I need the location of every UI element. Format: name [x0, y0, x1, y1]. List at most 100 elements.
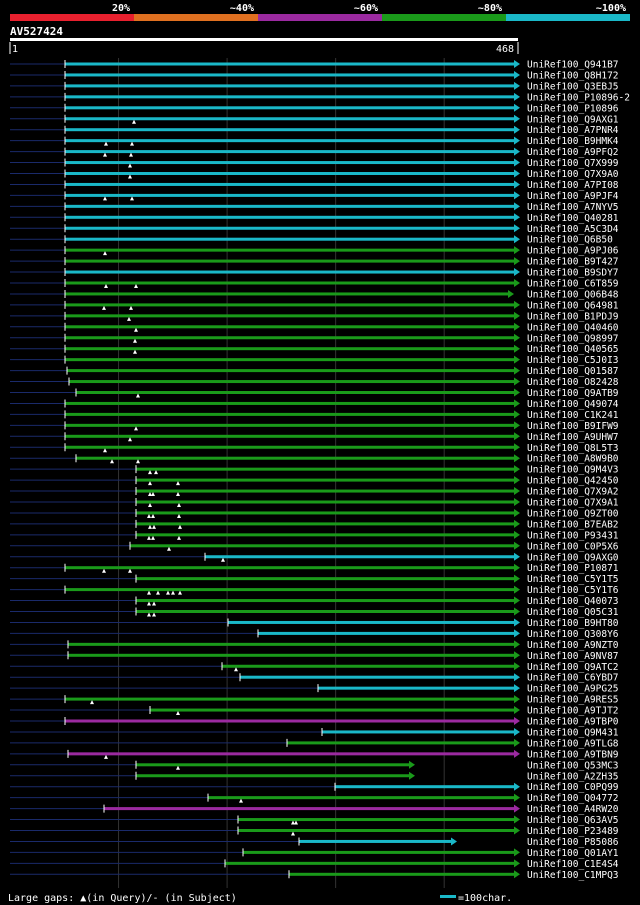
- hit-label[interactable]: UniRef100_Q40460: [527, 322, 619, 333]
- hit-label[interactable]: UniRef100_A9PJ06: [527, 246, 619, 257]
- hit-label[interactable]: UniRef100_Q06B48: [527, 289, 619, 300]
- hit-row[interactable]: UniRef100_A9TJT2: [10, 706, 619, 717]
- hit-label[interactable]: UniRef100_Q7X9A1: [527, 498, 619, 509]
- hit-row[interactable]: UniRef100_B9T427: [10, 257, 619, 268]
- hit-row[interactable]: UniRef100_A5C3D4: [10, 224, 619, 235]
- hit-row[interactable]: UniRef100_A9NZT0: [10, 640, 619, 651]
- hit-label[interactable]: UniRef100_Q9AXG0: [527, 552, 619, 563]
- hit-label[interactable]: UniRef100_Q40073: [527, 596, 619, 607]
- hit-label[interactable]: UniRef100_A7NYV5: [527, 202, 619, 213]
- hit-row[interactable]: UniRef100_Q9M4V3: [10, 465, 619, 476]
- hit-label[interactable]: UniRef100_P10896: [527, 103, 619, 114]
- hit-label[interactable]: UniRef100_Q40281: [527, 213, 619, 224]
- hit-row[interactable]: UniRef100_A7NYV5: [10, 202, 619, 213]
- hit-row[interactable]: UniRef100_Q01AY1: [10, 848, 619, 859]
- hit-row[interactable]: UniRef100_Q05C31: [10, 607, 619, 618]
- hit-row[interactable]: UniRef100_A9TLG8: [10, 738, 619, 749]
- hit-row[interactable]: UniRef100_Q63AV5: [10, 815, 619, 826]
- hit-row[interactable]: UniRef100_A9RES5: [10, 695, 619, 706]
- hit-label[interactable]: UniRef100_Q7X999: [527, 158, 619, 169]
- hit-row[interactable]: UniRef100_Q7X9A1: [10, 498, 619, 509]
- hit-row[interactable]: UniRef100_A9PFQ2: [10, 147, 619, 158]
- hit-label[interactable]: UniRef100_Q64981: [527, 300, 619, 311]
- hit-row[interactable]: UniRef100_Q941B7: [10, 60, 619, 71]
- hit-label[interactable]: UniRef100_Q04772: [527, 793, 619, 804]
- hit-label[interactable]: UniRef100_Q9ATC2: [527, 662, 619, 673]
- hit-label[interactable]: UniRef100_P93431: [527, 530, 619, 541]
- hit-label[interactable]: UniRef100_A9TJT2: [527, 706, 619, 717]
- hit-row[interactable]: UniRef100_B9HMK4: [10, 136, 619, 147]
- hit-row[interactable]: UniRef100_Q9AXG1: [10, 114, 619, 125]
- hit-label[interactable]: UniRef100_A9NZT0: [527, 640, 619, 651]
- hit-row[interactable]: UniRef100_A9PG25: [10, 684, 619, 695]
- hit-label[interactable]: UniRef100_B9IFW9: [527, 421, 619, 432]
- hit-row[interactable]: UniRef100_A8W9B0: [10, 454, 619, 465]
- hit-label[interactable]: UniRef100_P23489: [527, 826, 619, 837]
- hit-row[interactable]: UniRef100_P93431: [10, 530, 619, 541]
- hit-row[interactable]: UniRef100_C6YBD7: [10, 673, 619, 684]
- hit-row[interactable]: UniRef100_A4RW20: [10, 804, 619, 815]
- hit-row[interactable]: UniRef100_Q42450: [10, 476, 619, 487]
- hit-label[interactable]: UniRef100_A9PG25: [527, 684, 619, 695]
- hit-label[interactable]: UniRef100_C6YBD7: [527, 673, 619, 684]
- hit-row[interactable]: UniRef100_C0PQ99: [10, 782, 619, 793]
- hit-label[interactable]: UniRef100_Q308Y6: [527, 629, 619, 640]
- hit-row[interactable]: UniRef100_C5J0I3: [10, 355, 619, 366]
- hit-row[interactable]: UniRef100_A9TBN9: [10, 749, 619, 760]
- hit-row[interactable]: UniRef100_B9IFW9: [10, 421, 619, 432]
- hit-row[interactable]: UniRef100_A2ZH35: [10, 771, 619, 782]
- hit-label[interactable]: UniRef100_A9UHW7: [527, 432, 619, 443]
- hit-row[interactable]: UniRef100_Q9M431: [10, 727, 619, 738]
- hit-row[interactable]: UniRef100_C6T859: [10, 279, 619, 290]
- hit-row[interactable]: UniRef100_A7PNR4: [10, 125, 619, 136]
- hit-row[interactable]: UniRef100_B9SDY7: [10, 268, 619, 279]
- hit-label[interactable]: UniRef100_P85086: [527, 837, 619, 848]
- hit-row[interactable]: UniRef100_C1MPQ3: [10, 870, 619, 881]
- hit-label[interactable]: UniRef100_B1PDJ9: [527, 311, 619, 322]
- hit-row[interactable]: UniRef100_P85086: [10, 837, 619, 848]
- hit-row[interactable]: UniRef100_A9NV87: [10, 651, 619, 662]
- hit-label[interactable]: UniRef100_C6T859: [527, 279, 619, 290]
- hit-row[interactable]: UniRef100_Q7X999: [10, 158, 619, 169]
- hit-label[interactable]: UniRef100_A8W9B0: [527, 454, 619, 465]
- hit-label[interactable]: UniRef100_C1E4S4: [527, 859, 619, 870]
- hit-label[interactable]: UniRef100_Q8L5T3: [527, 443, 619, 454]
- hit-row[interactable]: UniRef100_P10871: [10, 563, 619, 574]
- hit-label[interactable]: UniRef100_Q01AY1: [527, 848, 619, 859]
- hit-row[interactable]: UniRef100_Q06B48: [10, 289, 619, 300]
- hit-row[interactable]: UniRef100_Q40565: [10, 344, 619, 355]
- hit-label[interactable]: UniRef100_A5C3D4: [527, 224, 619, 235]
- hit-row[interactable]: UniRef100_Q7X9A2: [10, 487, 619, 498]
- hit-label[interactable]: UniRef100_P10871: [527, 563, 619, 574]
- hit-row[interactable]: UniRef100_Q8H172: [10, 70, 619, 81]
- hit-label[interactable]: UniRef100_Q9M4V3: [527, 465, 619, 476]
- hit-label[interactable]: UniRef100_Q941B7: [527, 60, 619, 71]
- hit-label[interactable]: UniRef100_B9HT80: [527, 618, 619, 629]
- hit-row[interactable]: UniRef100_Q64981: [10, 300, 619, 311]
- hit-label[interactable]: UniRef100_A2ZH35: [527, 771, 619, 782]
- hit-label[interactable]: UniRef100_C5Y1T5: [527, 574, 619, 585]
- hit-row[interactable]: UniRef100_Q98997: [10, 333, 619, 344]
- hit-label[interactable]: UniRef100_Q49074: [527, 399, 619, 410]
- hit-label[interactable]: UniRef100_Q98997: [527, 333, 619, 344]
- hit-row[interactable]: UniRef100_Q9ZT00: [10, 508, 619, 519]
- hit-row[interactable]: UniRef100_Q8L5T3: [10, 443, 619, 454]
- hit-label[interactable]: UniRef100_Q8H172: [527, 70, 619, 81]
- hit-row[interactable]: UniRef100_A9TBP0: [10, 717, 619, 728]
- hit-row[interactable]: UniRef100_Q9AXG0: [10, 552, 619, 563]
- hit-row[interactable]: UniRef100_P10896-2: [10, 92, 630, 103]
- hit-label[interactable]: UniRef100_Q7X9A0: [527, 169, 619, 180]
- hit-label[interactable]: UniRef100_C5Y1T6: [527, 585, 619, 596]
- hit-label[interactable]: UniRef100_B9SDY7: [527, 268, 619, 279]
- hit-label[interactable]: UniRef100_C0PQ99: [527, 782, 619, 793]
- hit-row[interactable]: UniRef100_C5Y1T5: [10, 574, 619, 585]
- hit-row[interactable]: UniRef100_C5Y1T6: [10, 585, 619, 596]
- hit-label[interactable]: UniRef100_Q3EBJ5: [527, 81, 619, 92]
- hit-row[interactable]: UniRef100_Q01587: [10, 366, 619, 377]
- hit-row[interactable]: UniRef100_Q04772: [10, 793, 619, 804]
- hit-row[interactable]: UniRef100_Q9ATC2: [10, 662, 619, 673]
- hit-label[interactable]: UniRef100_C0P5X6: [527, 541, 619, 552]
- hit-row[interactable]: UniRef100_C1K241: [10, 410, 619, 421]
- hit-label[interactable]: UniRef100_C5J0I3: [527, 355, 619, 366]
- hit-row[interactable]: UniRef100_Q40281: [10, 213, 619, 224]
